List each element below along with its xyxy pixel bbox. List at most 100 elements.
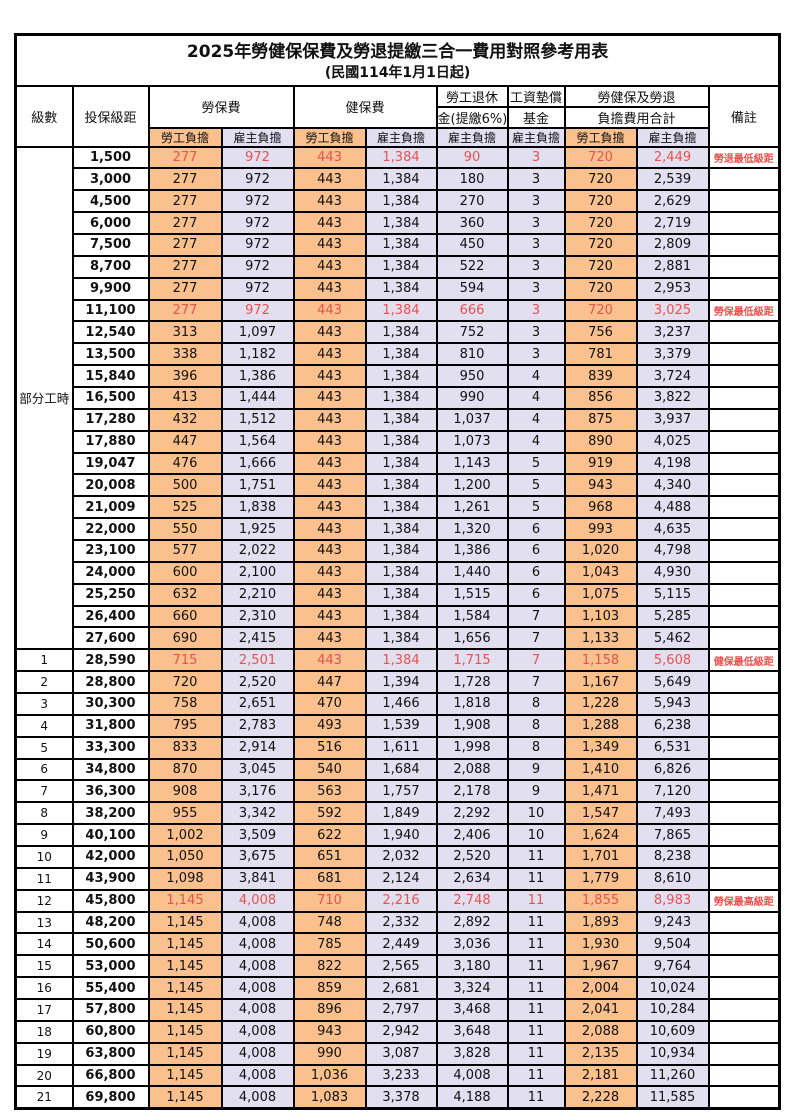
pension_employer-cell: 2,178 [435, 779, 509, 804]
labor_employee-cell: 720 [147, 670, 223, 694]
labor_employee-cell: 1,145 [147, 1063, 223, 1088]
salary-bracket-cell: 38,200 [71, 801, 150, 826]
pension_employer-cell: 752 [435, 320, 509, 345]
health_employer-cell: 2,124 [364, 866, 438, 891]
total_employer-cell: 2,953 [635, 276, 710, 301]
wage_fund_employer-cell: 7 [506, 626, 566, 651]
pension_employer-cell: 1,386 [435, 538, 509, 563]
table-row: 17,880 447 1,564 443 1,384 1,073 4 890 4,025 [16, 429, 781, 454]
salary-bracket-cell: 15,840 [71, 364, 150, 388]
total_employee-cell: 919 [563, 451, 638, 476]
health_employer-cell: 2,032 [364, 845, 438, 869]
level-cell: 6 [14, 757, 74, 782]
total_employer-cell: 2,881 [635, 254, 710, 279]
remark-cell [707, 1041, 781, 1066]
labor_employee-cell: 1,145 [147, 888, 223, 913]
pension_employer-cell: 1,515 [435, 582, 509, 607]
health_employee-cell: 443 [292, 364, 367, 388]
labor_employee-cell: 1,145 [147, 954, 223, 979]
health_employee-cell: 990 [292, 1041, 367, 1066]
wage_fund_employer-cell: 6 [506, 538, 566, 563]
subheader-wage-fund-employer: 雇主負擔 [506, 126, 566, 148]
table-row: 19,047 476 1,666 443 1,384 1,143 5 919 4,198 [16, 451, 781, 476]
wage_fund_employer-cell: 11 [506, 1085, 566, 1110]
labor_employer-cell: 972 [220, 298, 295, 323]
salary-bracket-cell: 24,000 [71, 560, 150, 585]
remark-cell [707, 845, 781, 869]
health_employer-cell: 3,378 [364, 1085, 438, 1110]
pension_employer-cell: 2,088 [435, 757, 509, 782]
total_employee-cell: 839 [563, 364, 638, 388]
table-row: 7 36,300 908 3,176 563 1,757 2,178 9 1,471 7,120 [14, 779, 781, 804]
subheader-labor-employer: 雇主負擔 [220, 126, 295, 148]
pension_employer-cell: 2,520 [435, 845, 509, 869]
labor_employee-cell: 632 [147, 582, 223, 607]
health_employee-cell: 443 [292, 298, 367, 323]
salary-bracket-cell: 28,800 [71, 670, 150, 694]
labor_employer-cell: 2,520 [220, 670, 295, 694]
labor_employer-cell: 972 [220, 145, 295, 170]
remark-cell [707, 670, 781, 694]
health_employee-cell: 622 [292, 823, 367, 847]
labor_employer-cell: 2,501 [220, 648, 295, 673]
total_employee-cell: 720 [563, 145, 638, 170]
pension_employer-cell: 4,188 [435, 1085, 509, 1110]
total_employee-cell: 1,075 [563, 582, 638, 607]
level-cell: 14 [14, 932, 74, 957]
wage_fund_employer-cell: 6 [506, 582, 566, 607]
remark-cell [707, 473, 781, 498]
level-cell-part-time: 部分工時 [14, 145, 74, 651]
health_employer-cell: 1,384 [364, 167, 438, 192]
title-row: 2025年勞健保保費及勞退提繳三合一費用對照參考用表 (民國114年1月1日起) [14, 33, 781, 87]
wage_fund_employer-cell: 3 [506, 298, 566, 323]
total_employer-cell: 7,493 [635, 801, 710, 826]
table-body: 部分工時 1,500 277 972 443 1,384 90 3 720 2,449 勞退最低級距… [14, 145, 781, 1110]
remark-cell [707, 823, 781, 847]
remark-cell [707, 932, 781, 957]
salary-bracket-cell: 60,800 [71, 1019, 150, 1044]
total_employee-cell: 1,288 [563, 713, 638, 738]
remark-cell [707, 1063, 781, 1088]
col-header-health-insurance: 健保費 [292, 84, 438, 129]
pension_employer-cell: 1,037 [435, 407, 509, 432]
salary-bracket-cell: 8,700 [71, 254, 150, 279]
total_employer-cell: 10,609 [635, 1019, 710, 1044]
health_employee-cell: 540 [292, 757, 367, 782]
labor_employer-cell: 3,841 [220, 866, 295, 891]
salary-bracket-cell: 22,000 [71, 517, 150, 541]
pension_employer-cell: 2,892 [435, 910, 509, 935]
table-row: 6,000 277 972 443 1,384 360 3 720 2,719 [16, 211, 781, 235]
salary-bracket-cell: 53,000 [71, 954, 150, 979]
salary-bracket-cell: 16,500 [71, 385, 150, 410]
remark-cell [707, 211, 781, 235]
table-row: 20 66,800 1,145 4,008 1,036 3,233 4,008 11 2,181… [14, 1063, 781, 1088]
total_employer-cell: 3,822 [635, 385, 710, 410]
total_employee-cell: 1,779 [563, 866, 638, 891]
total_employer-cell: 3,724 [635, 364, 710, 388]
total_employee-cell: 720 [563, 276, 638, 301]
labor_employer-cell: 1,182 [220, 342, 295, 367]
remark-cell [707, 801, 781, 826]
salary-bracket-cell: 57,800 [71, 998, 150, 1022]
salary-bracket-cell: 30,300 [71, 691, 150, 716]
salary-bracket-cell: 21,009 [71, 495, 150, 520]
labor_employee-cell: 577 [147, 538, 223, 563]
table-row: 10 42,000 1,050 3,675 651 2,032 2,520 11 1,701 8,… [14, 845, 781, 869]
health_employer-cell: 1,384 [364, 648, 438, 673]
total_employee-cell: 2,135 [563, 1041, 638, 1066]
labor_employer-cell: 3,176 [220, 779, 295, 804]
pension_employer-cell: 3,180 [435, 954, 509, 979]
wage_fund_employer-cell: 5 [506, 473, 566, 498]
health_employee-cell: 859 [292, 976, 367, 1001]
total_employer-cell: 8,238 [635, 845, 710, 869]
table-row: 部分工時 1,500 277 972 443 1,384 90 3 720 2,449 勞退最低級距 [14, 145, 781, 651]
remark-cell [707, 735, 781, 760]
total_employee-cell: 1,930 [563, 932, 638, 957]
labor_employee-cell: 758 [147, 691, 223, 716]
health_employee-cell: 443 [292, 189, 367, 214]
remark-cell [707, 998, 781, 1022]
pension_employer-cell: 90 [435, 145, 509, 170]
health_employer-cell: 1,940 [364, 823, 438, 847]
subheader-health-employee: 勞工負擔 [292, 126, 367, 148]
labor_employer-cell: 4,008 [220, 998, 295, 1022]
